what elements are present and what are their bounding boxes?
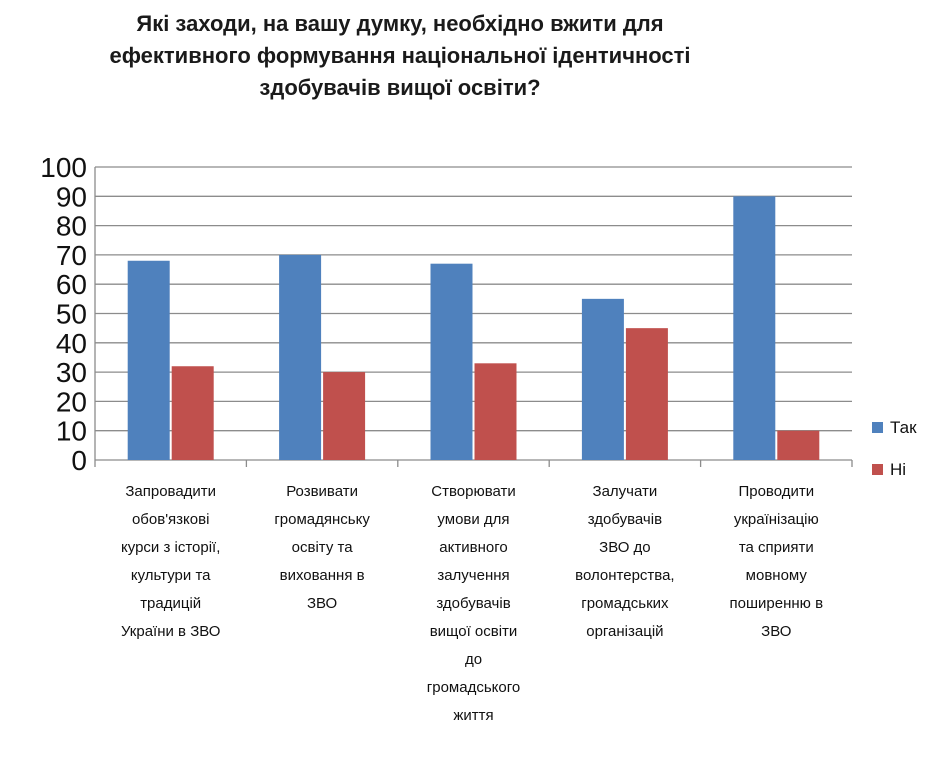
category-label: здобувачів xyxy=(588,511,662,528)
category-label: Створювати xyxy=(431,483,516,500)
category-label: та сприяти xyxy=(739,539,814,556)
bar-tak xyxy=(127,260,170,460)
category-label: громадського xyxy=(427,679,520,696)
legend-swatch xyxy=(872,422,883,433)
category-label: Проводити xyxy=(738,483,814,500)
category-label: мовному xyxy=(746,567,808,584)
bar-ni xyxy=(777,430,820,460)
category-label: освіту та xyxy=(292,539,354,556)
y-tick-label: 90 xyxy=(56,181,87,212)
y-tick-label: 0 xyxy=(71,445,87,476)
y-tick-label: 80 xyxy=(56,211,87,242)
legend-swatch xyxy=(872,464,883,475)
bar-ni xyxy=(171,366,214,460)
bar-tak xyxy=(733,196,776,461)
bar-ni xyxy=(474,363,517,460)
bar-tak xyxy=(279,254,322,460)
category-label: залучення xyxy=(437,567,509,584)
category-label: Запровадити xyxy=(125,483,216,500)
y-tick-label: 30 xyxy=(56,357,87,388)
chart-title-line: Які заходи, на вашу думку, необхідно вжи… xyxy=(136,11,664,36)
bar-ni xyxy=(625,328,668,460)
category-label: волонтерства, xyxy=(575,567,674,584)
category-label: до xyxy=(465,651,482,668)
category-label: українізацію xyxy=(734,511,819,528)
category-label: Розвивати xyxy=(286,483,358,500)
chart-title-line: ефективного формування національної іден… xyxy=(109,43,691,68)
category-label: активного xyxy=(439,539,507,556)
category-label: ЗВО xyxy=(307,595,337,612)
y-tick-label: 20 xyxy=(56,386,87,417)
category-label: курси з історії, xyxy=(121,539,220,556)
y-tick-label: 70 xyxy=(56,240,87,271)
bar-ni xyxy=(323,372,366,460)
y-tick-label: 40 xyxy=(56,328,87,359)
chart-title: Які заходи, на вашу думку, необхідно вжи… xyxy=(0,8,800,104)
category-label: організацій xyxy=(586,623,663,640)
category-label: здобувачів xyxy=(436,595,510,612)
category-label: умови для xyxy=(437,511,509,528)
y-tick-label: 50 xyxy=(56,299,87,330)
category-label: культури та xyxy=(131,567,211,584)
category-label: традицій xyxy=(140,595,201,612)
category-label: вищої освіти xyxy=(430,623,518,640)
category-label: життя xyxy=(453,707,493,724)
y-tick-label: 60 xyxy=(56,269,87,300)
legend-label: Так xyxy=(890,418,917,437)
bar-tak xyxy=(430,263,473,460)
y-tick-label: 10 xyxy=(56,416,87,447)
category-label: ЗВО xyxy=(761,623,791,640)
category-label: громадянську xyxy=(274,511,370,528)
y-tick-label: 100 xyxy=(40,152,87,183)
category-label: ЗВО до xyxy=(599,539,651,556)
category-label: виховання в xyxy=(280,567,365,584)
legend-label: Ні xyxy=(890,460,906,479)
chart-title-line: здобувачів вищої освіти? xyxy=(259,75,541,100)
category-label: обов'язкові xyxy=(132,511,209,528)
category-label: поширенню в xyxy=(730,595,824,612)
category-label: Залучати xyxy=(593,483,658,500)
bar-tak xyxy=(581,298,624,460)
category-label: громадських xyxy=(581,595,669,612)
category-label: України в ЗВО xyxy=(121,623,220,640)
